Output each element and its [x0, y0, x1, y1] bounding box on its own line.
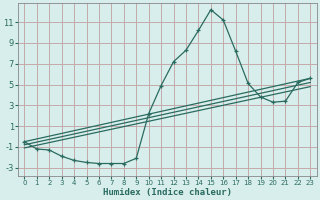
X-axis label: Humidex (Indice chaleur): Humidex (Indice chaleur) [103, 188, 232, 197]
